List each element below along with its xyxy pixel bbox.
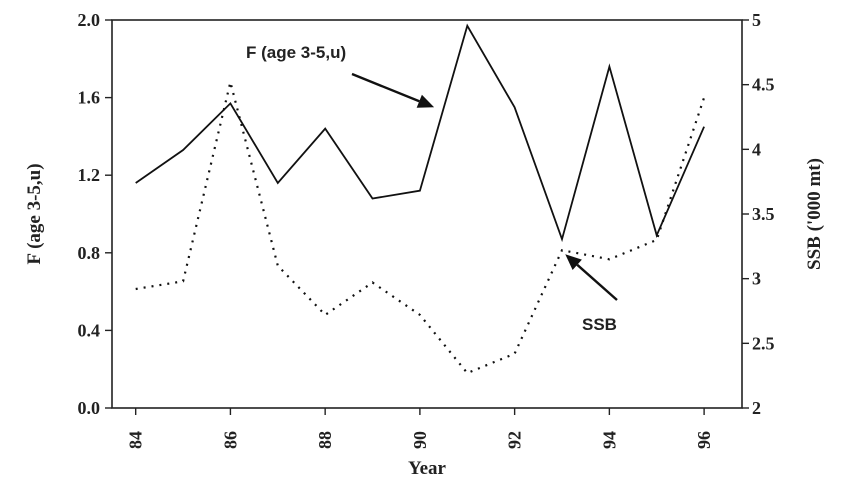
x-tick-label: 96 — [694, 431, 714, 449]
annotation-ssb-arrow — [565, 254, 618, 301]
x-tick-label: 84 — [126, 431, 146, 449]
left-y-tick-label: 0.0 — [78, 398, 101, 418]
right-y-tick-label: 3 — [752, 269, 761, 289]
x-axis-title: Year — [408, 458, 447, 479]
left-y-axis-title: F (age 3-5,u) — [24, 163, 45, 264]
left-y-axis-ticks: 0.0 0.4 0.8 1.2 1.6 2.0 — [78, 10, 112, 418]
left-y-tick-label: 0.4 — [78, 320, 101, 340]
series-group — [135, 23, 706, 375]
x-tick-label: 92 — [505, 431, 525, 449]
x-tick-label: 88 — [315, 431, 335, 449]
annotation-f-label: F (age 3-5,u) — [246, 43, 346, 62]
x-axis-ticks: 84 86 88 90 92 94 96 — [126, 408, 714, 449]
right-y-tick-label: 5 — [752, 10, 761, 30]
right-y-tick-label: 2 — [752, 398, 761, 418]
left-y-tick-label: 0.8 — [78, 243, 101, 263]
x-tick-label: 94 — [599, 431, 619, 449]
ssb-series-line — [135, 81, 706, 375]
f-series-line — [135, 23, 705, 243]
x-tick-label: 86 — [220, 431, 240, 449]
left-y-tick-label: 1.6 — [78, 88, 101, 108]
plot-frame — [111, 19, 743, 409]
annotation-ssb-label: SSB — [582, 315, 617, 334]
annotation-f-arrow — [351, 72, 435, 108]
x-tick-label: 90 — [410, 431, 430, 449]
left-y-tick-label: 2.0 — [78, 10, 101, 30]
right-y-axis-ticks: 2 2.5 3 3.5 4 4.5 5 — [742, 10, 775, 418]
left-y-tick-label: 1.2 — [78, 165, 101, 185]
right-y-tick-label: 3.5 — [752, 204, 775, 224]
right-y-tick-label: 4 — [752, 139, 761, 159]
right-y-tick-label: 2.5 — [752, 333, 775, 353]
right-y-tick-label: 4.5 — [752, 75, 775, 95]
right-y-axis-title: SSB ('000 mt) — [804, 158, 825, 270]
annotations: F (age 3-5,u) SSB — [246, 43, 618, 334]
